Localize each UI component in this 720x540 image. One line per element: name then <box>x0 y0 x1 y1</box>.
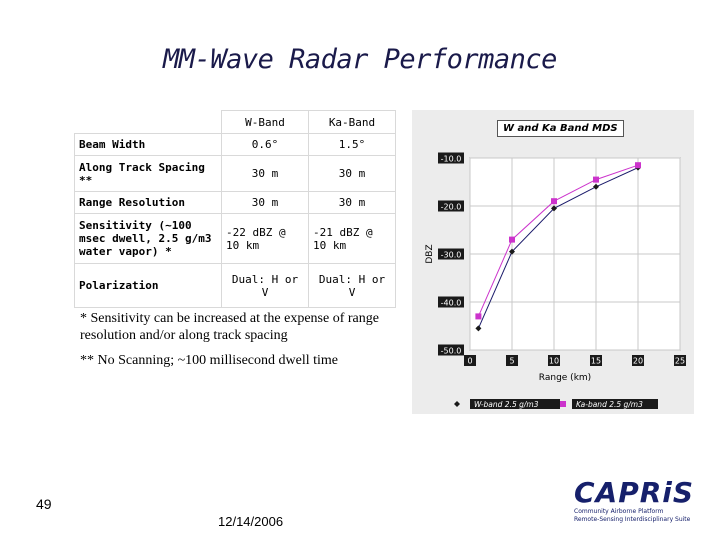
logo-tagline-2: Remote-Sensing Interdisciplinary Suite <box>574 516 691 523</box>
x-tick-label-bg <box>506 355 518 366</box>
legend-marker-w-band <box>454 401 460 407</box>
y-axis-label: DBZ <box>425 244 435 263</box>
table-row: Sensitivity (~100 msec dwell, 2.5 g/m3 w… <box>74 213 396 264</box>
ka-band-point <box>509 236 515 243</box>
w-band-point <box>593 183 599 190</box>
cell-w-sensitivity: -22 dBZ @ 10 km <box>221 213 309 264</box>
x-tick-label: 0 <box>467 357 472 366</box>
x-tick-label: 15 <box>591 357 601 366</box>
table-header-row: W-Band Ka-Band <box>74 110 396 134</box>
x-tick-label: 10 <box>549 357 559 366</box>
capris-logo: CAPRiS Community Airborne Platform Remot… <box>574 478 706 532</box>
table-row: Beam Width 0.6° 1.5° <box>74 133 396 156</box>
x-tick-label-bg <box>464 355 476 366</box>
x-tick-label-bg <box>632 355 644 366</box>
table-row: Polarization Dual: H or V Dual: H or V <box>74 263 396 308</box>
logo-wordmark: CAPRiS <box>574 476 695 509</box>
w-band-point <box>509 248 515 255</box>
mds-chart: -10.0 -20.0 -30.0 -40.0 -50.0 0 5 10 15 20 25 Range… <box>412 110 694 414</box>
legend-label-bg-w-band <box>470 399 560 409</box>
ka-band-point <box>593 176 599 183</box>
y-tick-label-bg <box>438 344 464 356</box>
mds-chart-svg: -10.0 -20.0 -30.0 -40.0 -50.0 0 5 10 15 20 25 Range… <box>425 152 686 409</box>
ka-band-point <box>475 313 482 320</box>
x-tick-label: 25 <box>675 357 685 366</box>
table-row: Along Track Spacing ** 30 m 30 m <box>74 155 396 192</box>
row-label-polarization: Polarization <box>74 263 222 308</box>
cell-ka-beam-width: 1.5° <box>308 133 396 156</box>
y-tick-label: -50.0 <box>441 347 462 356</box>
ka-band-point <box>551 198 557 205</box>
cell-ka-sensitivity: -21 dBZ @ 10 km <box>308 213 396 264</box>
x-axis-label: Range (km) <box>539 373 591 383</box>
cell-w-range-resolution: 30 m <box>221 191 309 214</box>
y-tick-label: -20.0 <box>441 203 462 212</box>
scanning-note: ** No Scanning; ~100 millisecond dwell t… <box>80 353 338 368</box>
slide-date: 12/14/2006 <box>218 514 284 529</box>
table-corner <box>74 110 222 134</box>
legend-label-ka-band: Ka-band 2.5 g/m3 <box>576 400 643 409</box>
row-label-sensitivity: Sensitivity (~100 msec dwell, 2.5 g/m3 w… <box>74 213 222 264</box>
radar-spec-table: W-Band Ka-Band Beam Width 0.6° 1.5° Alon… <box>74 110 396 308</box>
y-tick-label-bg <box>438 152 464 164</box>
sensitivity-note: * Sensitivity can be increased at the ex… <box>80 311 379 343</box>
x-tick-label: 5 <box>509 357 514 366</box>
y-tick-label-bg <box>438 296 464 308</box>
cell-ka-along-track: 30 m <box>308 155 396 192</box>
legend-marker-ka-band <box>560 401 566 407</box>
legend-label-bg-ka-band <box>572 399 658 409</box>
y-tick-label: -40.0 <box>441 299 462 308</box>
y-tick-label: -10.0 <box>441 155 462 164</box>
y-tick-label: -30.0 <box>441 251 462 260</box>
table-row: Range Resolution 30 m 30 m <box>74 191 396 214</box>
row-label-along-track: Along Track Spacing ** <box>74 155 222 192</box>
row-label-range-resolution: Range Resolution <box>74 191 222 214</box>
legend-label-w-band: W-band 2.5 g/m3 <box>474 400 539 409</box>
logo-tagline-1: Community Airborne Platform <box>574 508 664 515</box>
cell-w-along-track: 30 m <box>221 155 309 192</box>
cell-ka-polarization: Dual: H or V <box>308 263 396 308</box>
x-tick-label: 20 <box>633 357 643 366</box>
column-header-w-band: W-Band <box>221 110 309 134</box>
y-tick-label-bg <box>438 248 464 260</box>
chart-title: W and Ka Band MDS <box>497 120 624 137</box>
cell-ka-range-resolution: 30 m <box>308 191 396 214</box>
y-tick-label-bg <box>438 200 464 212</box>
cell-w-beam-width: 0.6° <box>221 133 309 156</box>
slide-title: MM-Wave Radar Performance <box>163 44 557 75</box>
row-label-beam-width: Beam Width <box>74 133 222 156</box>
ka-band-point <box>635 162 641 169</box>
x-tick-label-bg <box>548 355 560 366</box>
cell-w-polarization: Dual: H or V <box>221 263 309 308</box>
column-header-ka-band: Ka-Band <box>308 110 396 134</box>
x-tick-label-bg <box>590 355 602 366</box>
w-band-point <box>551 205 557 212</box>
w-band-point <box>475 325 482 332</box>
x-tick-label-bg <box>674 355 686 366</box>
page-number: 49 <box>36 496 52 512</box>
